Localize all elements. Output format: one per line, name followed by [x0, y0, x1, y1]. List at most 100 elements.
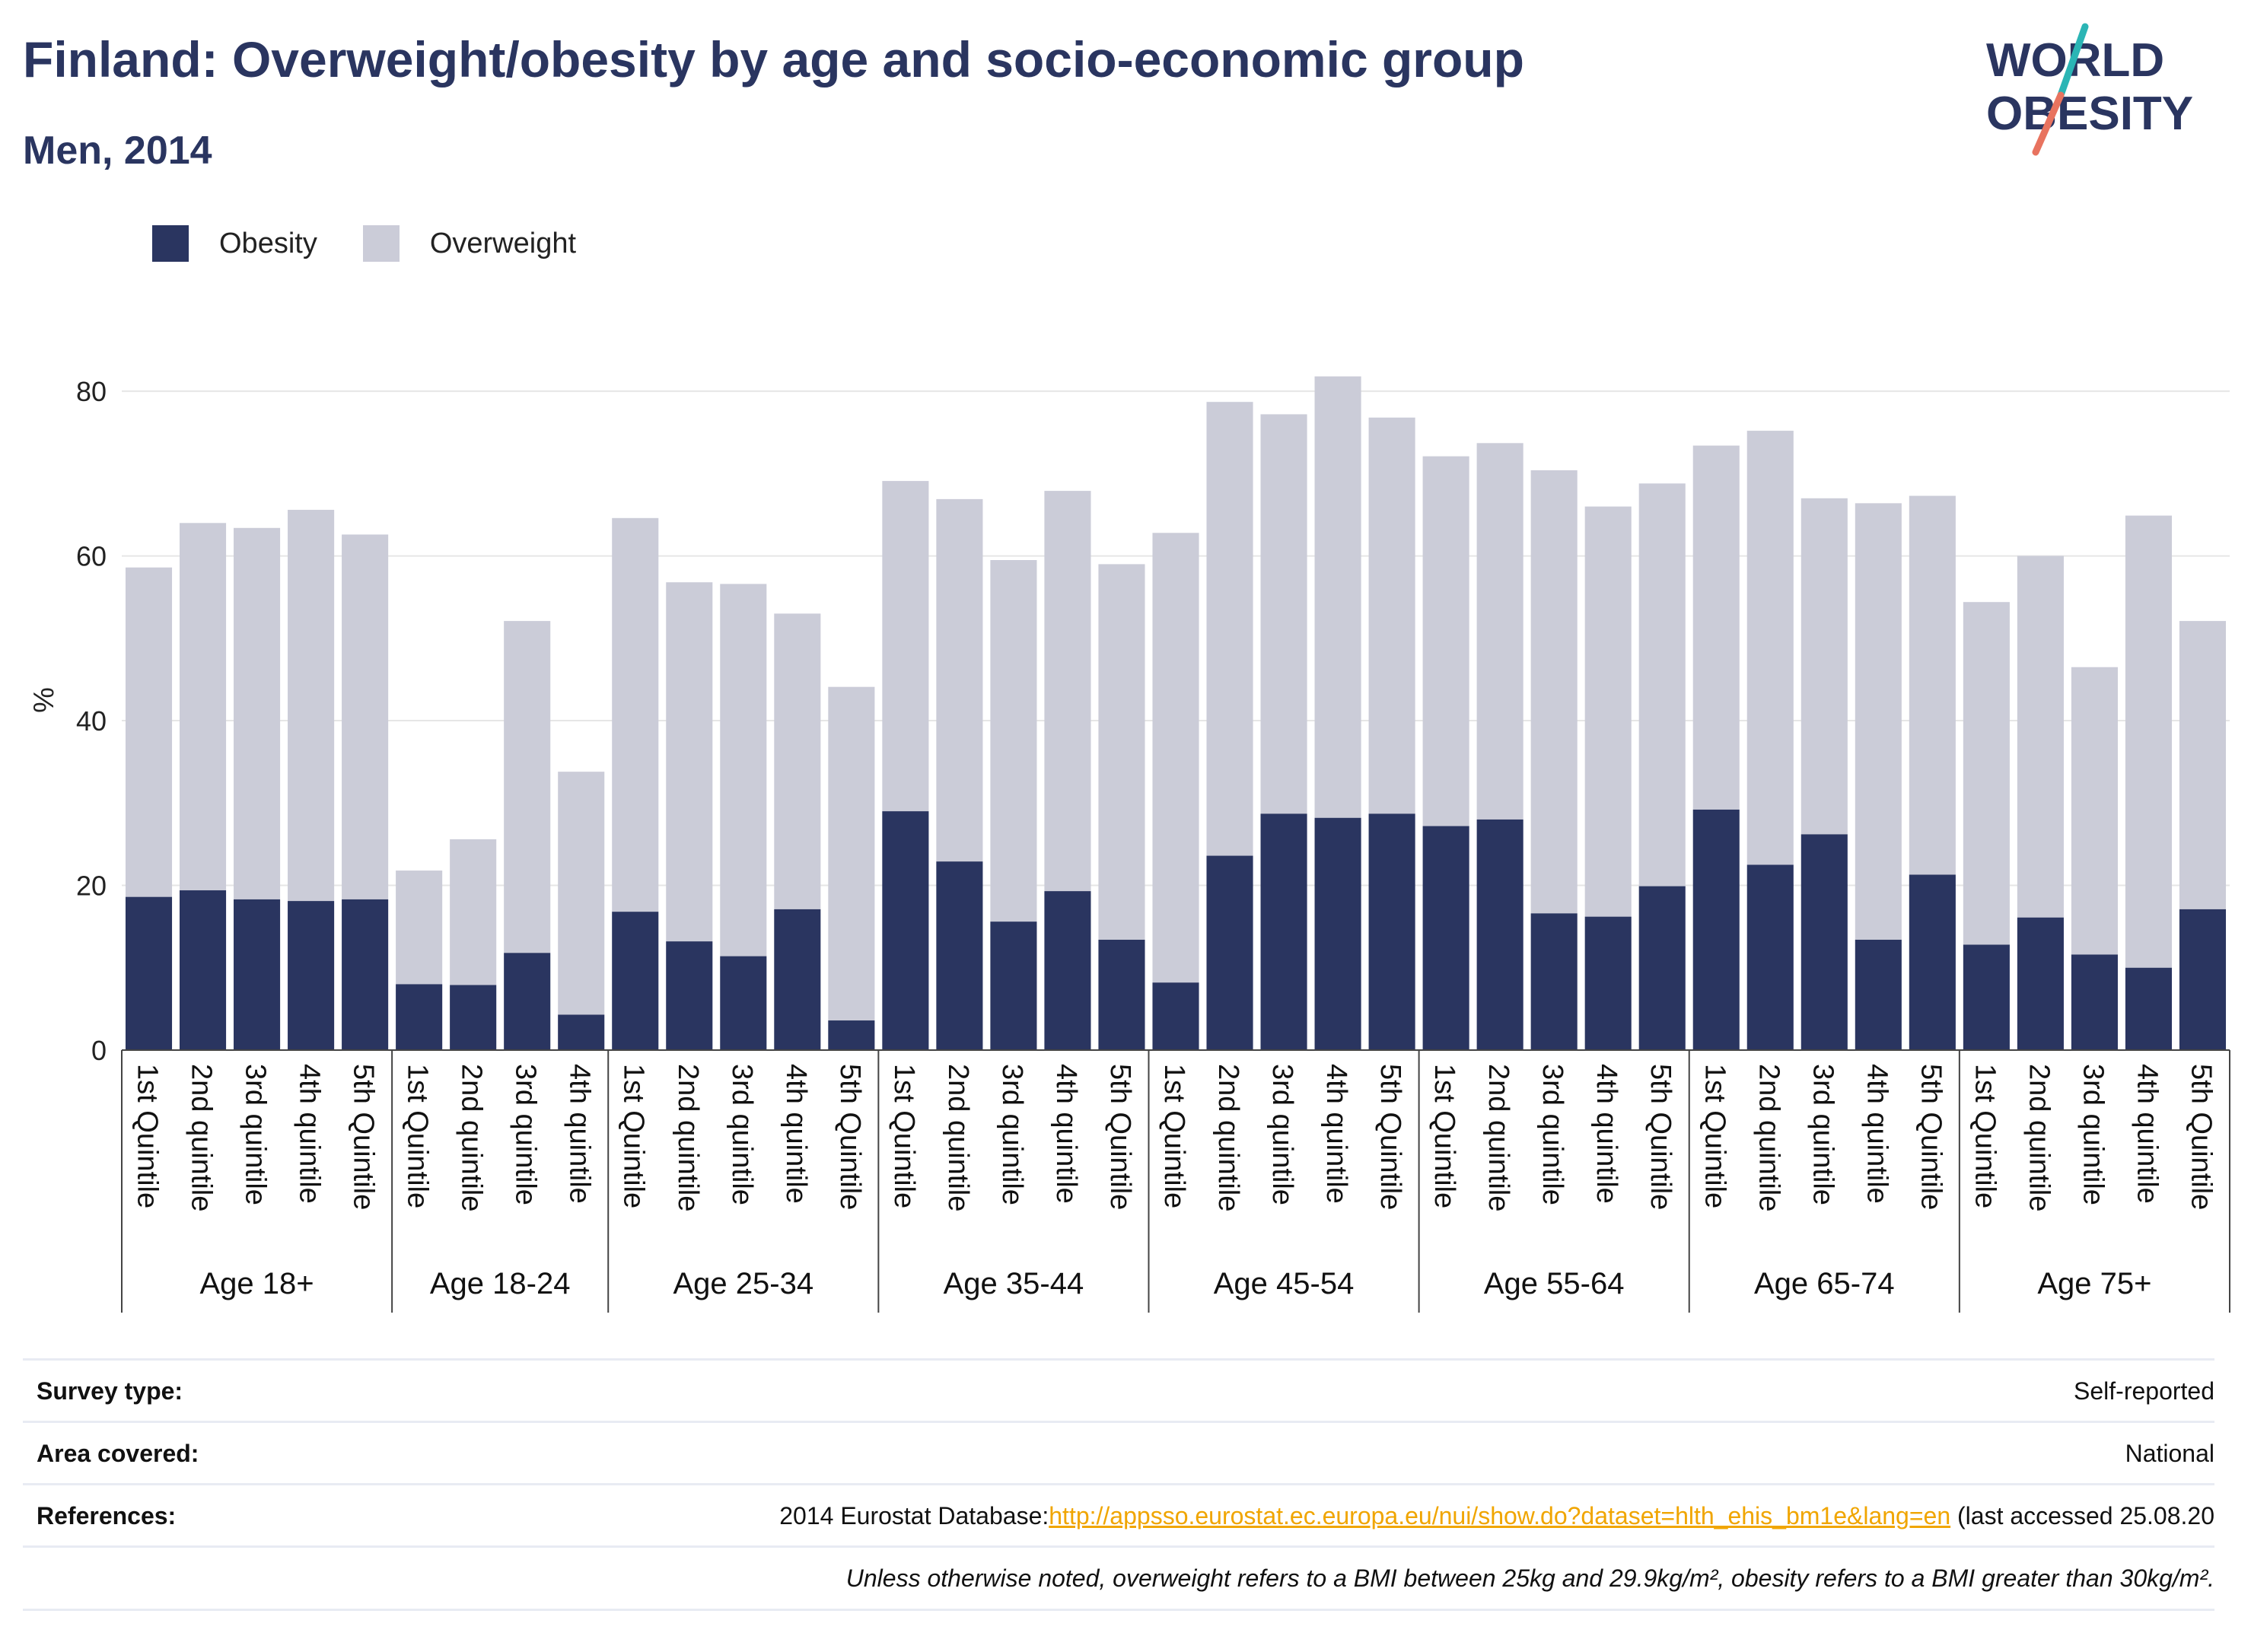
x-tick-label: 4th quintile	[1320, 1064, 1352, 1204]
x-tick-label: 2nd quintile	[672, 1064, 704, 1211]
bar-obesity	[2125, 967, 2173, 1050]
bar-overweight	[990, 560, 1037, 922]
bar-obesity	[1098, 939, 1145, 1050]
x-tick-label: 1st Quintile	[1969, 1064, 2001, 1208]
bar-overweight	[558, 772, 605, 1015]
x-tick-label: 3rd quintile	[996, 1064, 1028, 1205]
bmi-definition-note: Unless otherwise noted, overweight refer…	[845, 1564, 2214, 1592]
logo-slash-red	[2032, 91, 2065, 156]
x-tick-label: 4th quintile	[1861, 1064, 1893, 1204]
references-suffix: (last accessed 25.08.20	[1950, 1501, 2214, 1529]
bar-obesity	[1530, 913, 1578, 1050]
group-label: Age 18+	[199, 1267, 314, 1300]
bar-obesity	[1692, 809, 1740, 1050]
bar-obesity	[774, 909, 821, 1050]
bar-obesity	[828, 1020, 875, 1050]
legend-swatch-overweight	[362, 225, 400, 262]
bar-obesity	[179, 890, 227, 1050]
survey-type-value: Self-reported	[2074, 1377, 2214, 1405]
legend-swatch-obesity	[152, 225, 189, 262]
x-tick-label: 5th Quintile	[1104, 1064, 1136, 1210]
bar-overweight	[504, 621, 551, 953]
info-row-area: Area covered: National	[23, 1421, 2214, 1484]
x-tick-label: 4th quintile	[1590, 1064, 1622, 1204]
legend-item-overweight[interactable]: Overweight	[362, 225, 576, 262]
bar-overweight	[1909, 495, 1956, 875]
chart-title: Finland: Overweight/obesity by age and s…	[23, 31, 1524, 88]
bar-obesity	[342, 899, 389, 1050]
x-tick-label: 5th Quintile	[2185, 1064, 2217, 1210]
bar-overweight	[828, 686, 875, 1021]
group-label: Age 55-64	[1484, 1267, 1625, 1300]
bar-obesity	[1044, 891, 1091, 1050]
bar-obesity	[2017, 917, 2064, 1050]
group-label: Age 75+	[2037, 1267, 2151, 1300]
legend-item-obesity[interactable]: Obesity	[152, 225, 317, 262]
info-row-note: Unless otherwise noted, overweight refer…	[23, 1545, 2214, 1611]
references-label: References:	[37, 1501, 177, 1529]
y-tick-label: 60	[76, 541, 107, 572]
group-label: Age 45-54	[1214, 1267, 1355, 1300]
group-label: Age 35-44	[944, 1267, 1084, 1300]
y-axis-label: %	[28, 687, 60, 713]
bar-overweight	[234, 527, 281, 899]
x-tick-label: 3rd quintile	[1807, 1064, 1839, 1205]
bar-overweight	[774, 613, 821, 909]
bar-overweight	[396, 871, 443, 985]
x-tick-label: 5th Quintile	[1644, 1064, 1676, 1210]
x-tick-label: 3rd quintile	[1536, 1064, 1568, 1205]
bar-overweight	[2179, 621, 2227, 909]
y-tick-label: 0	[91, 1035, 107, 1066]
bar-overweight	[1260, 414, 1307, 814]
bar-obesity	[2071, 954, 2118, 1050]
bar-obesity	[1260, 813, 1307, 1050]
x-tick-label: 3rd quintile	[240, 1064, 272, 1205]
bar-obesity	[504, 953, 551, 1050]
bar-obesity	[1746, 864, 1794, 1050]
area-label: Area covered:	[37, 1439, 199, 1467]
references-link[interactable]: http://appsso.eurostat.ec.europa.eu/nui/…	[1049, 1501, 1951, 1529]
x-tick-label: 2nd quintile	[1212, 1064, 1244, 1211]
info-row-references: References: 2014 Eurostat Database:http:…	[23, 1483, 2214, 1546]
bar-overweight	[882, 481, 929, 812]
area-value: National	[2125, 1439, 2214, 1467]
bar-overweight	[1206, 402, 1253, 856]
bar-obesity	[1422, 826, 1469, 1050]
bar-obesity	[1476, 819, 1523, 1050]
bar-obesity	[558, 1014, 605, 1050]
bar-overweight	[1638, 483, 1686, 886]
bar-overweight	[1044, 491, 1091, 892]
bar-overweight	[1746, 431, 1794, 865]
x-tick-label: 2nd quintile	[186, 1064, 218, 1211]
x-tick-label: 3rd quintile	[2077, 1064, 2109, 1205]
bar-overweight	[1800, 498, 1848, 835]
bar-obesity	[1638, 886, 1686, 1050]
bar-obesity	[936, 861, 983, 1050]
x-tick-label: 5th Quintile	[1915, 1064, 1947, 1210]
bar-overweight	[1530, 470, 1578, 914]
x-tick-label: 5th Quintile	[834, 1064, 866, 1210]
x-tick-label: 5th Quintile	[1374, 1064, 1406, 1210]
references-value: 2014 Eurostat Database:http://appsso.eur…	[779, 1502, 2214, 1530]
y-tick-label: 20	[76, 871, 107, 902]
bar-overweight	[1098, 564, 1145, 940]
x-tick-label: 2nd quintile	[2023, 1064, 2055, 1211]
group-label: Age 18-24	[430, 1267, 571, 1300]
bar-obesity	[990, 921, 1037, 1050]
bar-overweight	[1584, 506, 1632, 917]
bar-obesity	[125, 896, 173, 1050]
bar-obesity	[666, 941, 713, 1050]
y-tick-label: 40	[76, 705, 107, 737]
bar-overweight	[1692, 445, 1740, 810]
bar-overweight	[1152, 533, 1199, 983]
x-tick-label: 4th quintile	[780, 1064, 812, 1204]
bar-obesity	[1855, 939, 1902, 1050]
x-tick-label: 1st Quintile	[1428, 1064, 1460, 1208]
x-tick-label: 4th quintile	[294, 1064, 326, 1204]
bar-obesity	[882, 811, 929, 1050]
info-table: Survey type: Self-reported Area covered:…	[23, 1358, 2214, 1617]
x-tick-label: 4th quintile	[1050, 1064, 1082, 1204]
references-prefix: 2014 Eurostat Database:	[779, 1501, 1049, 1529]
bar-overweight	[936, 498, 983, 862]
bar-overweight	[666, 582, 713, 942]
